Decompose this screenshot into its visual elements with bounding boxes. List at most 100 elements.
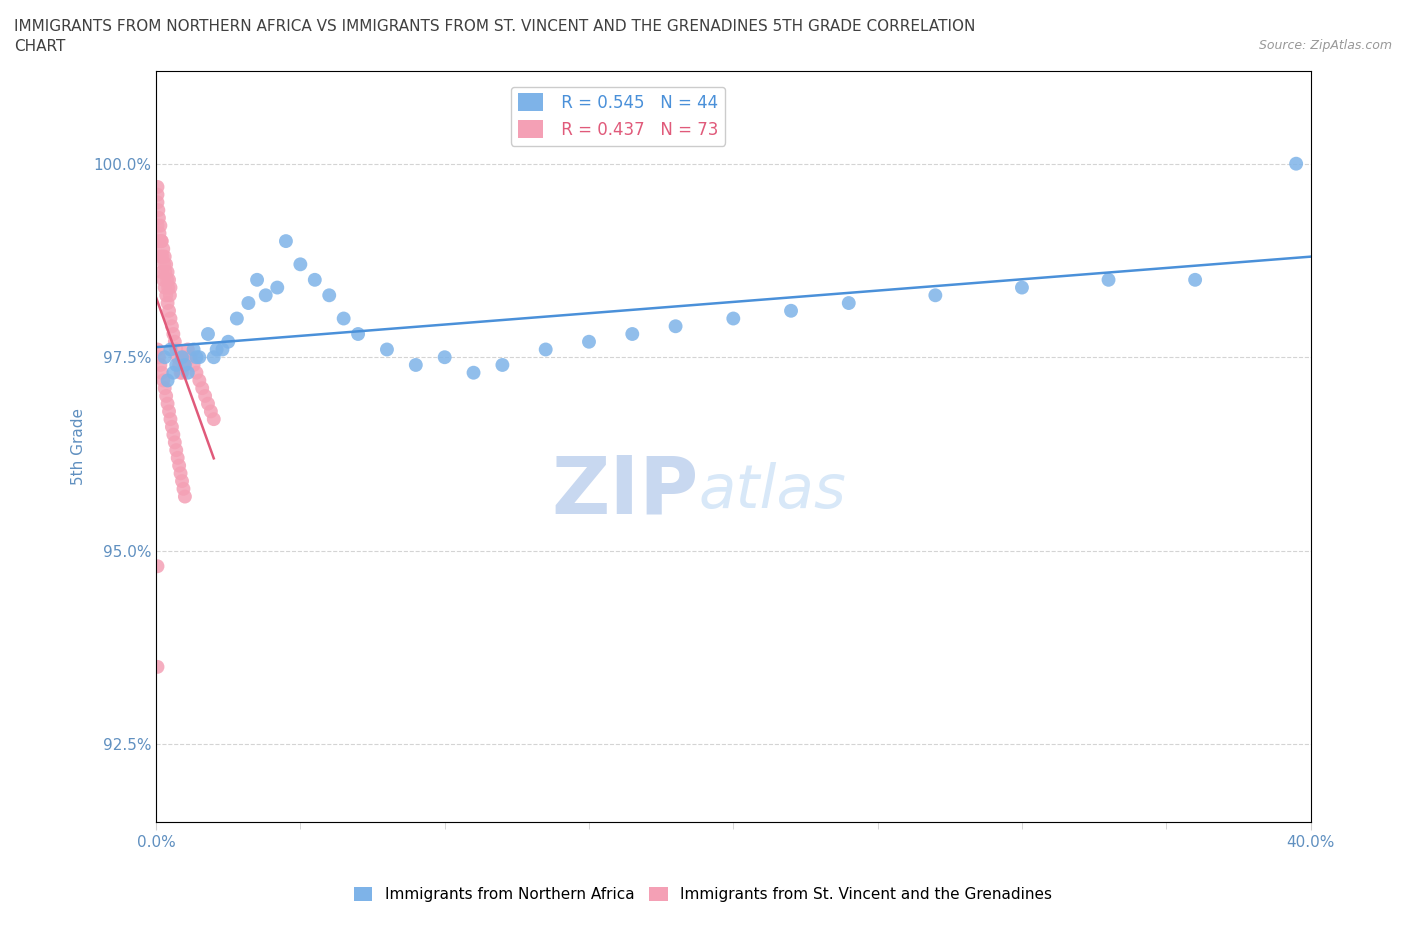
Point — [162, 427, 184, 442]
Point — [621, 326, 644, 341]
Point — [146, 187, 169, 202]
Point — [146, 559, 169, 574]
Point — [156, 272, 179, 287]
Point — [202, 412, 225, 427]
Point — [157, 272, 180, 287]
Text: Source: ZipAtlas.com: Source: ZipAtlas.com — [1258, 39, 1392, 52]
Point — [186, 365, 208, 380]
Point — [200, 404, 222, 418]
Point — [197, 326, 219, 341]
Legend:  R = 0.545   N = 44,  R = 0.437   N = 73: R = 0.545 N = 44, R = 0.437 N = 73 — [510, 86, 725, 146]
Point — [332, 311, 354, 325]
Point — [375, 342, 398, 357]
Point — [290, 257, 312, 272]
Point — [491, 357, 513, 372]
Point — [157, 404, 180, 418]
Point — [202, 350, 225, 365]
Point — [578, 334, 600, 349]
Point — [254, 288, 277, 303]
Point — [150, 265, 173, 280]
Point — [174, 350, 197, 365]
Point — [194, 389, 217, 404]
Point — [205, 342, 228, 357]
Point — [150, 233, 173, 248]
Point — [723, 311, 745, 325]
Point — [148, 233, 170, 248]
Point — [188, 350, 211, 365]
Point — [146, 659, 169, 674]
Point — [274, 233, 297, 248]
Text: atlas: atlas — [699, 462, 846, 521]
Point — [148, 203, 170, 218]
Point — [157, 280, 180, 295]
Point — [1011, 280, 1033, 295]
Point — [163, 334, 186, 349]
Point — [155, 257, 177, 272]
Point — [150, 233, 173, 248]
Point — [174, 357, 197, 372]
Point — [153, 280, 176, 295]
Point — [534, 342, 557, 357]
Text: CHART: CHART — [14, 39, 66, 54]
Text: IMMIGRANTS FROM NORTHERN AFRICA VS IMMIGRANTS FROM ST. VINCENT AND THE GRENADINE: IMMIGRANTS FROM NORTHERN AFRICA VS IMMIG… — [14, 19, 976, 33]
Text: ZIP: ZIP — [551, 452, 699, 530]
Point — [838, 296, 860, 311]
Point — [1285, 156, 1308, 171]
Point — [172, 482, 194, 497]
Point — [169, 365, 191, 380]
Point — [188, 373, 211, 388]
Y-axis label: 5th Grade: 5th Grade — [72, 407, 86, 485]
Point — [152, 242, 174, 257]
Point — [186, 350, 208, 365]
Point — [177, 342, 200, 357]
Point — [156, 396, 179, 411]
Point — [217, 334, 239, 349]
Point — [167, 357, 190, 372]
Legend: Immigrants from Northern Africa, Immigrants from St. Vincent and the Grenadines: Immigrants from Northern Africa, Immigra… — [347, 881, 1059, 909]
Point — [146, 219, 169, 233]
Point — [347, 326, 370, 341]
Point — [1097, 272, 1119, 287]
Point — [146, 342, 169, 357]
Point — [664, 319, 686, 334]
Point — [159, 342, 181, 357]
Point — [156, 373, 179, 388]
Point — [1184, 272, 1206, 287]
Point — [238, 296, 260, 311]
Point — [153, 257, 176, 272]
Point — [225, 311, 247, 325]
Point — [211, 342, 233, 357]
Point — [149, 357, 172, 372]
Point — [155, 265, 177, 280]
Point — [159, 311, 181, 325]
Point — [165, 342, 187, 357]
Point — [155, 288, 177, 303]
Point — [162, 326, 184, 341]
Point — [149, 219, 172, 233]
Point — [166, 450, 188, 465]
Point — [153, 350, 176, 365]
Point — [246, 272, 269, 287]
Point — [304, 272, 326, 287]
Point — [146, 195, 169, 210]
Point — [433, 350, 456, 365]
Point — [153, 380, 176, 395]
Point — [148, 350, 170, 365]
Point — [166, 350, 188, 365]
Point — [149, 249, 172, 264]
Point — [172, 357, 194, 372]
Point — [152, 373, 174, 388]
Point — [156, 265, 179, 280]
Point — [163, 435, 186, 450]
Point — [463, 365, 485, 380]
Point — [174, 489, 197, 504]
Point — [157, 303, 180, 318]
Point — [177, 365, 200, 380]
Point — [148, 226, 170, 241]
Point — [165, 443, 187, 458]
Point — [146, 179, 169, 194]
Point — [156, 296, 179, 311]
Point — [167, 458, 190, 473]
Point — [152, 249, 174, 264]
Point — [159, 280, 181, 295]
